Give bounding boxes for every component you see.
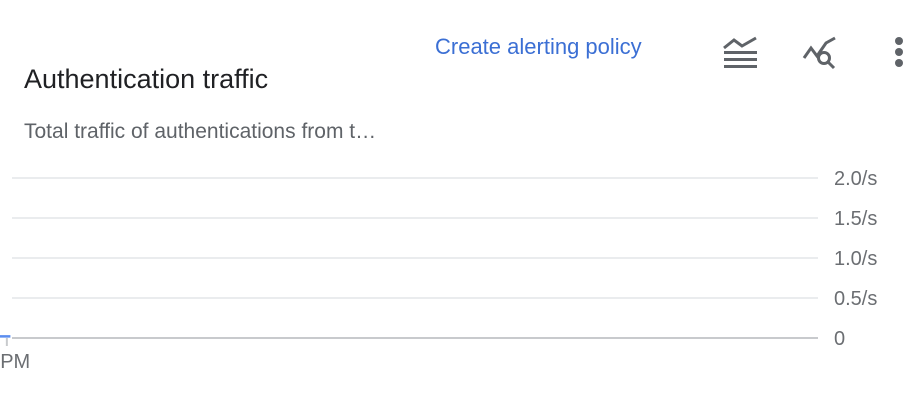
x-tick-label: 7 PM bbox=[0, 351, 30, 373]
legend-toggle-icon[interactable] bbox=[720, 34, 760, 72]
y-tick-label: 2.0/s bbox=[834, 168, 877, 190]
series-line[interactable] bbox=[0, 206, 11, 338]
chart-subtitle: Total traffic of authentications from t… bbox=[24, 120, 377, 143]
y-tick-label: 0 bbox=[834, 328, 845, 350]
y-tick-label: 1.5/s bbox=[834, 208, 877, 230]
y-tick-label: 0.5/s bbox=[834, 288, 877, 310]
more-vert-icon[interactable] bbox=[888, 34, 910, 70]
create-alerting-policy-link[interactable]: Create alerting policy bbox=[435, 34, 642, 59]
y-tick-label: 1.0/s bbox=[834, 248, 877, 270]
chart-title: Authentication traffic bbox=[24, 64, 269, 94]
explore-chart-icon[interactable] bbox=[800, 36, 840, 72]
line-chart: 2.0/s1.5/s1.0/s0.5/s07 PM8 PM9 PM10 PM11… bbox=[0, 168, 877, 373]
